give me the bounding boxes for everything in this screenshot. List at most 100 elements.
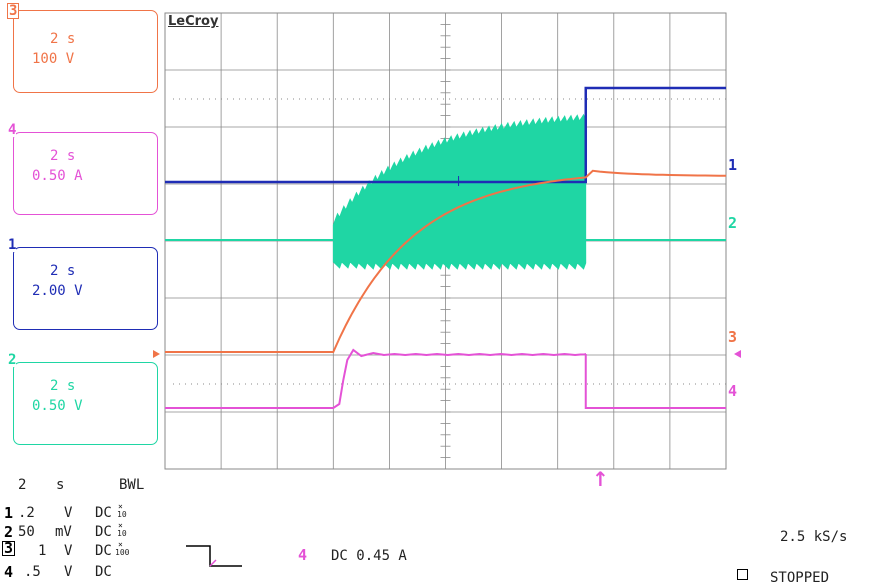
grid-dot: [437, 99, 438, 100]
grid-dot: [239, 384, 240, 385]
grid-dot: [521, 99, 522, 100]
grid-dot: [227, 384, 228, 385]
grid-dot: [233, 99, 234, 100]
channel-setting-row[interactable]: 4 .5 V DC: [0, 562, 170, 580]
trigger-position-marker[interactable]: ↑: [592, 467, 609, 491]
grid-dot: [725, 384, 726, 385]
grid-dot: [383, 99, 384, 100]
grid-dot: [623, 384, 624, 385]
ch1-right-label: 1: [728, 158, 737, 173]
channel-volts-div: 1: [38, 544, 46, 558]
grid-dot: [719, 384, 720, 385]
probe-factor: 10: [117, 511, 127, 519]
grid-dot: [617, 99, 618, 100]
grid-dot: [185, 384, 186, 385]
grid-dot: [551, 99, 552, 100]
grid-dot: [257, 99, 258, 100]
grid-dot: [293, 384, 294, 385]
grid-dot: [617, 384, 618, 385]
timebase-unit: s: [56, 478, 64, 492]
grid-dot: [371, 384, 372, 385]
grid-dot: [491, 384, 492, 385]
grid-dot: [269, 384, 270, 385]
grid-dot: [707, 384, 708, 385]
grid-dot: [671, 99, 672, 100]
grid-dot: [239, 99, 240, 100]
trace-box-ch2[interactable]: 2 2 s 0.50 V: [13, 362, 158, 445]
channel-unit: V: [64, 506, 72, 520]
grid-dot: [605, 99, 606, 100]
trace-id: 2: [8, 353, 16, 367]
grid-dot: [593, 384, 594, 385]
grid-dot: [497, 99, 498, 100]
grid-dot: [389, 384, 390, 385]
channel-setting-row[interactable]: 3 1 V DC × 100: [0, 541, 170, 559]
grid-dot: [653, 384, 654, 385]
grid-dot: [383, 384, 384, 385]
grid-dot: [503, 99, 504, 100]
grid-dot: [611, 99, 612, 100]
grid-dot: [515, 384, 516, 385]
grid-dot: [707, 99, 708, 100]
grid-dot: [545, 99, 546, 100]
grid-dot: [281, 99, 282, 100]
grid-dot: [575, 99, 576, 100]
grid-dot: [467, 99, 468, 100]
grid-dot: [593, 99, 594, 100]
grid-dot: [233, 384, 234, 385]
grid-dot: [695, 384, 696, 385]
grid-dot: [599, 384, 600, 385]
grid-dot: [641, 384, 642, 385]
channel-coupling: DC: [95, 565, 112, 579]
grid-dot: [419, 99, 420, 100]
channel-number: 3: [2, 541, 15, 556]
grid-dot: [629, 99, 630, 100]
grid-dot: [425, 99, 426, 100]
grid-dot: [299, 384, 300, 385]
grid-dot: [281, 384, 282, 385]
grid-dot: [533, 99, 534, 100]
grid-dot: [689, 99, 690, 100]
grid-dot: [359, 99, 360, 100]
grid-dot: [317, 99, 318, 100]
trace-timebase: 2 s: [50, 29, 75, 49]
grid-dot: [473, 384, 474, 385]
grid-dot: [701, 99, 702, 100]
lecroy-logo: LeCroy: [168, 14, 218, 29]
grid-dot: [173, 384, 174, 385]
grid-dot: [209, 99, 210, 100]
acquisition-state-checkbox[interactable]: [737, 569, 748, 580]
grid-dot: [725, 99, 726, 100]
grid-dot: [563, 99, 564, 100]
channel-coupling: DC: [95, 544, 112, 558]
trigger-coupling-level: DC 0.45 A: [331, 549, 407, 563]
grid-dot: [299, 99, 300, 100]
trace-id: 4: [8, 123, 16, 137]
channel-setting-row[interactable]: 1 .2 V DC × 10: [0, 503, 170, 521]
grid-dot: [677, 99, 678, 100]
grid-dot: [365, 99, 366, 100]
grid-dot: [503, 384, 504, 385]
grid-dot: [203, 384, 204, 385]
grid-dot: [443, 384, 444, 385]
grid-dot: [641, 99, 642, 100]
grid-dot: [437, 384, 438, 385]
grid-dot: [371, 99, 372, 100]
grid-dot: [677, 384, 678, 385]
grid-dot: [209, 384, 210, 385]
grid-dot: [275, 384, 276, 385]
grid-dot: [485, 99, 486, 100]
trace-box-ch3[interactable]: 3 2 s 100 V: [13, 10, 158, 93]
grid-dot: [689, 384, 690, 385]
channel-volts-div: .2: [18, 506, 35, 520]
grid-dot: [407, 99, 408, 100]
trace-box-ch1[interactable]: 1 2 s 2.00 V: [13, 247, 158, 330]
grid-dot: [701, 384, 702, 385]
grid-dot: [527, 384, 528, 385]
grid-dot: [605, 384, 606, 385]
grid-dot: [197, 99, 198, 100]
channel-setting-row[interactable]: 2 50 mV DC × 10: [0, 522, 170, 540]
grid-dot: [665, 99, 666, 100]
trace-box-ch4[interactable]: 4 2 s 0.50 A: [13, 132, 158, 215]
channel-unit: V: [64, 544, 72, 558]
